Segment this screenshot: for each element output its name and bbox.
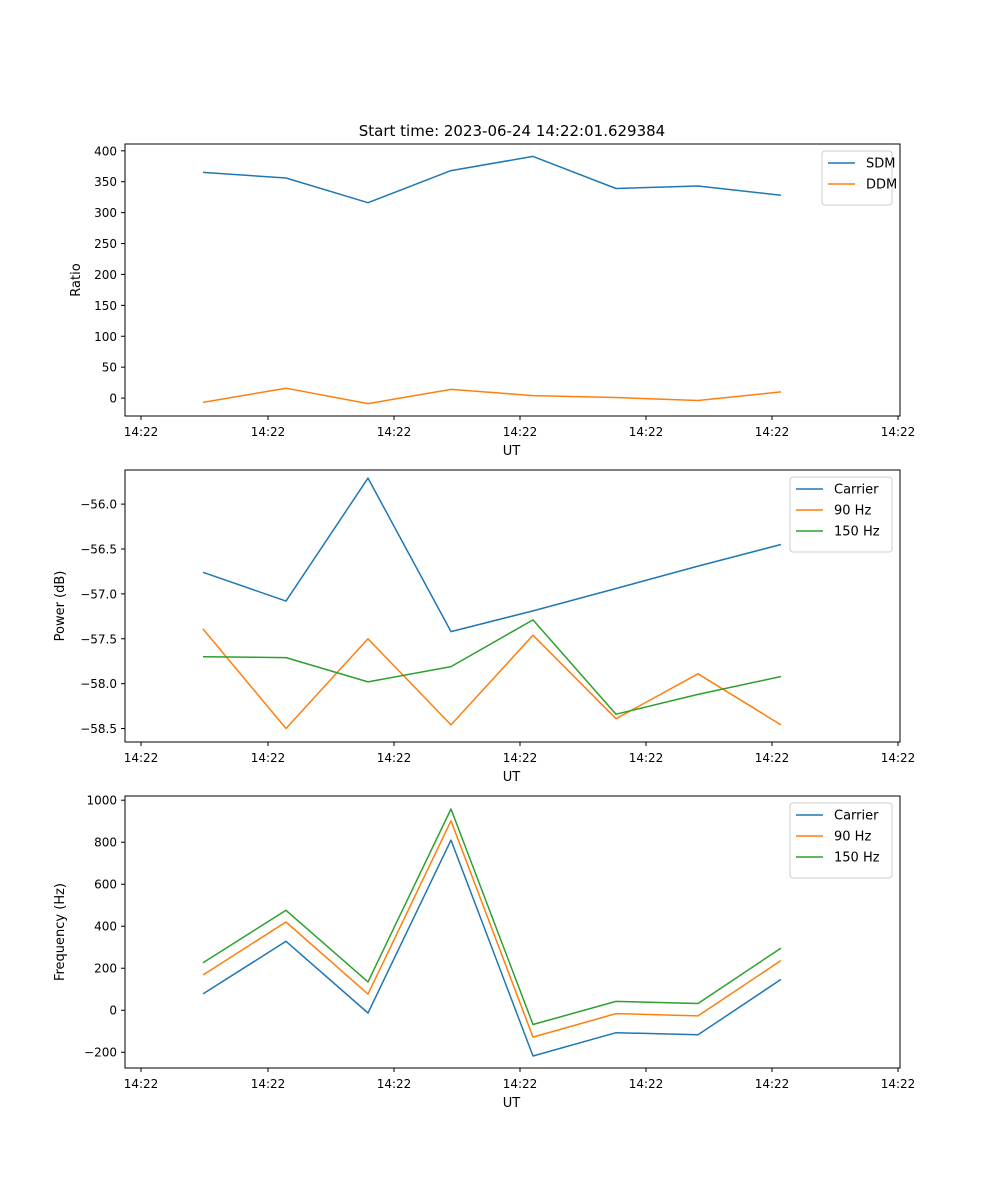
y-tick-label: −58.0: [80, 677, 117, 691]
y-tick-label: 600: [94, 878, 117, 892]
y-tick-label: 1000: [86, 794, 117, 808]
y-axis-label: Frequency (Hz): [53, 883, 68, 981]
legend: Carrier 90 Hz 150 Hz: [789, 476, 893, 553]
x-tick-label: 14:22: [251, 751, 286, 765]
series-line-carrier: [202, 839, 782, 1057]
legend-box: [789, 802, 893, 879]
x-axis-label: UT: [503, 444, 521, 459]
x-tick-label: 14:22: [124, 425, 159, 439]
x-tick-label: 14:22: [377, 751, 412, 765]
x-tick-label: 14:22: [503, 751, 538, 765]
x-tick-label: 14:22: [377, 1077, 412, 1091]
series-line-carrier: [202, 477, 782, 633]
y-tick-label: −58.5: [80, 722, 117, 736]
legend-box: [821, 150, 893, 206]
x-tick-label: 14:22: [377, 425, 412, 439]
y-tick-label: 0: [109, 1004, 117, 1018]
y-tick-label: 250: [94, 237, 117, 251]
x-tick-label: 14:22: [251, 1077, 286, 1091]
legend: Carrier 90 Hz 150 Hz: [789, 802, 893, 879]
x-tick-label: 14:22: [755, 1077, 790, 1091]
legend-label: 150 Hz: [834, 851, 880, 866]
legend-label: DDM: [866, 178, 897, 193]
axes-frame: [124, 143, 901, 417]
x-tick-label: 14:22: [629, 751, 664, 765]
y-tick-label: 200: [94, 268, 117, 282]
x-tick-label: 14:22: [755, 425, 790, 439]
x-tick-label: 14:22: [629, 1077, 664, 1091]
x-tick-label: 14:22: [881, 751, 916, 765]
legend-label: 90 Hz: [834, 830, 871, 845]
x-axis-label: UT: [503, 1096, 521, 1111]
y-tick-label: 50: [102, 361, 117, 375]
subplots: 0 50 100 150 200 250 300 350 400 14:22 14:22 14:22 1…: [53, 143, 916, 1111]
series-line-150-hz: [202, 619, 782, 715]
y-tick-label: 300: [94, 206, 117, 220]
y-tick-label: 150: [94, 299, 117, 313]
x-tick-label: 14:22: [503, 1077, 538, 1091]
y-axis-label: Power (dB): [53, 571, 68, 642]
y-tick-label: −200: [84, 1046, 117, 1060]
subplot-2: −58.5 −58.0 −57.5 −57.0 −56.5 −56.0 14:22 14:22…: [53, 469, 916, 785]
y-tick-label: 100: [94, 330, 117, 344]
subplot-1: 0 50 100 150 200 250 300 350 400 14:22 14:22 14:22 1…: [69, 143, 916, 459]
legend: SDM DDM: [821, 150, 897, 206]
legend-box: [789, 476, 893, 553]
x-tick-label: 14:22: [881, 1077, 916, 1091]
x-tick-label: 14:22: [251, 425, 286, 439]
axes-frame: [124, 795, 901, 1069]
x-tick-label: 14:22: [881, 425, 916, 439]
x-tick-label: 14:22: [124, 1077, 159, 1091]
x-tick-label: 14:22: [629, 425, 664, 439]
y-tick-label: −57.5: [80, 632, 117, 646]
x-tick-label: 14:22: [124, 751, 159, 765]
x-tick-label: 14:22: [503, 425, 538, 439]
series-line-sdm: [202, 155, 782, 204]
series-line-90-hz: [202, 820, 782, 1038]
y-tick-label: 0: [109, 392, 117, 406]
series-line-150-hz: [202, 808, 782, 1026]
y-tick-label: 200: [94, 962, 117, 976]
subplot-3: −200 0 200 400 600 800 1000 14:22 14:22 14:22 14:2…: [53, 794, 915, 1111]
y-tick-label: −56.5: [80, 542, 117, 556]
legend-label: Carrier: [834, 809, 879, 824]
series-line-90-hz: [202, 628, 782, 730]
figure-title: Start time: 2023-06-24 14:22:01.629384: [359, 122, 665, 140]
y-tick-label: 400: [94, 144, 117, 158]
y-tick-label: 350: [94, 175, 117, 189]
x-axis-label: UT: [503, 770, 521, 785]
legend-label: SDM: [866, 157, 895, 172]
y-tick-label: 400: [94, 920, 117, 934]
y-tick-label: −56.0: [80, 498, 117, 512]
y-tick-label: 800: [94, 836, 117, 850]
legend-label: 90 Hz: [834, 504, 871, 519]
legend-label: Carrier: [834, 483, 879, 498]
y-axis-label: Ratio: [69, 263, 84, 296]
series-line-ddm: [202, 387, 782, 405]
y-tick-label: −57.0: [80, 587, 117, 601]
x-tick-label: 14:22: [755, 751, 790, 765]
legend-label: 150 Hz: [834, 525, 880, 540]
axes-frame: [124, 469, 901, 743]
